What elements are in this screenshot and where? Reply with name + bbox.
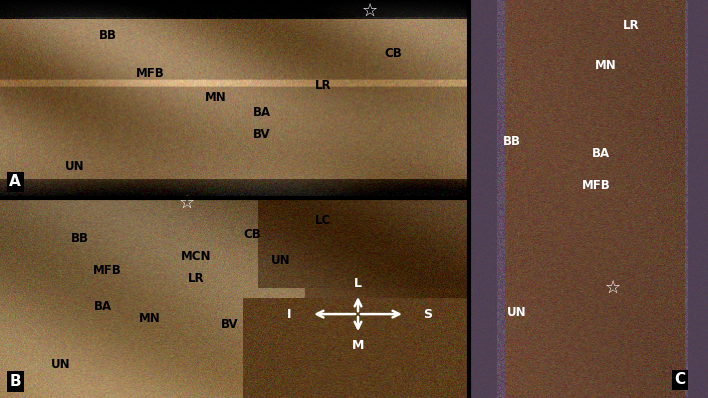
Text: MFB: MFB [581, 179, 610, 191]
Text: UN: UN [51, 357, 71, 371]
Text: BA: BA [592, 147, 610, 160]
Text: MN: MN [205, 91, 226, 103]
Text: MCN: MCN [181, 250, 212, 263]
Text: BA: BA [94, 300, 112, 312]
Text: B: B [9, 374, 21, 389]
Text: CB: CB [384, 47, 402, 60]
Text: LR: LR [188, 271, 205, 285]
Text: LC: LC [315, 214, 331, 227]
Text: I: I [287, 308, 291, 320]
Text: S: S [423, 308, 432, 320]
Text: MN: MN [595, 59, 616, 72]
Text: BB: BB [503, 135, 521, 148]
Text: L: L [354, 277, 362, 290]
Text: UN: UN [65, 160, 85, 173]
Text: ☆: ☆ [179, 194, 195, 212]
Text: UN: UN [271, 254, 290, 267]
Text: ☆: ☆ [605, 279, 621, 297]
Text: LR: LR [623, 20, 640, 32]
Text: BB: BB [71, 232, 88, 245]
Text: A: A [9, 174, 21, 189]
Text: C: C [675, 373, 686, 388]
Text: UN: UN [508, 306, 527, 319]
Text: MFB: MFB [135, 67, 164, 80]
Text: MFB: MFB [93, 263, 122, 277]
Text: LR: LR [314, 79, 331, 92]
Text: BV: BV [220, 318, 238, 331]
Text: BA: BA [253, 107, 271, 119]
Text: MN: MN [139, 312, 161, 325]
Text: ☆: ☆ [362, 2, 378, 20]
Text: M: M [352, 339, 364, 351]
Text: BB: BB [98, 29, 117, 42]
Text: BV: BV [253, 128, 271, 141]
Text: CB: CB [244, 228, 261, 241]
